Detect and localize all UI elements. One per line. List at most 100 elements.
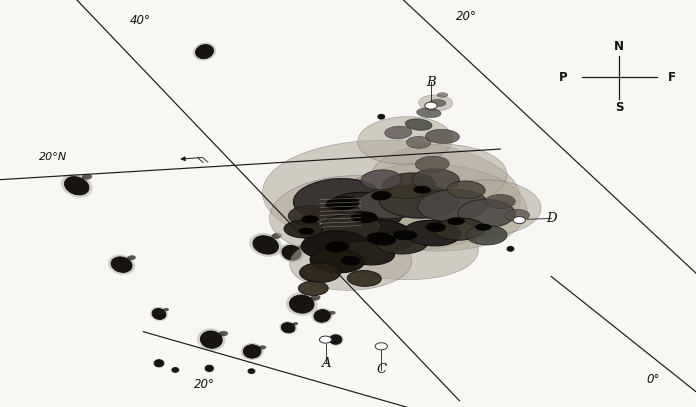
Text: S: S — [615, 101, 624, 114]
Ellipse shape — [417, 108, 441, 118]
Ellipse shape — [505, 210, 530, 221]
Ellipse shape — [475, 223, 491, 231]
Ellipse shape — [341, 241, 395, 265]
Ellipse shape — [351, 211, 378, 223]
Ellipse shape — [244, 345, 261, 358]
Ellipse shape — [485, 195, 515, 209]
Ellipse shape — [258, 346, 267, 350]
Ellipse shape — [418, 190, 488, 221]
Ellipse shape — [155, 360, 164, 367]
Text: D: D — [546, 212, 557, 225]
Ellipse shape — [288, 206, 329, 225]
Ellipse shape — [314, 310, 331, 322]
Text: 20°: 20° — [194, 378, 215, 391]
Ellipse shape — [320, 214, 381, 240]
Ellipse shape — [301, 215, 319, 223]
Ellipse shape — [381, 173, 435, 199]
Ellipse shape — [292, 322, 298, 325]
Ellipse shape — [340, 256, 361, 265]
Ellipse shape — [248, 369, 255, 374]
Ellipse shape — [290, 295, 314, 313]
Ellipse shape — [358, 116, 452, 164]
Ellipse shape — [329, 311, 335, 315]
Ellipse shape — [379, 185, 458, 218]
Ellipse shape — [371, 144, 507, 208]
Ellipse shape — [290, 235, 412, 290]
Ellipse shape — [305, 206, 478, 280]
Circle shape — [513, 217, 525, 223]
Ellipse shape — [301, 231, 366, 259]
Ellipse shape — [262, 140, 521, 251]
Ellipse shape — [378, 114, 385, 119]
Ellipse shape — [404, 220, 461, 246]
Ellipse shape — [385, 126, 412, 139]
Ellipse shape — [310, 295, 321, 301]
Ellipse shape — [466, 225, 507, 245]
Ellipse shape — [325, 241, 349, 252]
Ellipse shape — [425, 129, 459, 144]
Ellipse shape — [299, 281, 329, 295]
Ellipse shape — [108, 254, 135, 275]
Ellipse shape — [171, 367, 180, 373]
Ellipse shape — [312, 308, 333, 324]
Text: N: N — [615, 40, 624, 53]
Text: F: F — [667, 71, 676, 84]
Ellipse shape — [127, 255, 136, 260]
Ellipse shape — [347, 271, 381, 287]
Ellipse shape — [419, 95, 452, 111]
Ellipse shape — [200, 331, 222, 348]
Ellipse shape — [193, 42, 216, 61]
Text: 0°: 0° — [647, 372, 660, 385]
Ellipse shape — [163, 308, 169, 311]
Text: P: P — [558, 71, 567, 84]
Ellipse shape — [434, 218, 485, 240]
Ellipse shape — [204, 364, 214, 372]
Ellipse shape — [326, 196, 359, 211]
Text: 20°: 20° — [456, 10, 477, 23]
Ellipse shape — [271, 233, 282, 239]
Ellipse shape — [412, 169, 459, 191]
Ellipse shape — [325, 193, 404, 230]
Ellipse shape — [328, 333, 344, 346]
Ellipse shape — [150, 307, 168, 321]
Ellipse shape — [413, 186, 431, 194]
Ellipse shape — [269, 176, 432, 255]
Ellipse shape — [205, 365, 214, 372]
Ellipse shape — [448, 181, 485, 199]
Ellipse shape — [506, 246, 515, 252]
Ellipse shape — [448, 217, 465, 225]
Ellipse shape — [358, 188, 425, 219]
Ellipse shape — [61, 174, 93, 198]
Ellipse shape — [310, 249, 364, 273]
Ellipse shape — [429, 99, 446, 107]
Ellipse shape — [247, 368, 256, 374]
Ellipse shape — [425, 222, 446, 232]
Ellipse shape — [416, 156, 449, 172]
Ellipse shape — [111, 257, 132, 272]
Ellipse shape — [405, 119, 432, 130]
Ellipse shape — [507, 247, 514, 251]
Ellipse shape — [253, 236, 278, 254]
Ellipse shape — [249, 233, 283, 257]
Circle shape — [425, 102, 437, 109]
Ellipse shape — [279, 321, 297, 335]
Ellipse shape — [406, 136, 431, 148]
Text: A: A — [321, 357, 331, 370]
Circle shape — [375, 343, 388, 350]
Ellipse shape — [152, 309, 166, 319]
Ellipse shape — [197, 328, 226, 351]
Ellipse shape — [330, 335, 342, 344]
Ellipse shape — [281, 323, 295, 333]
Text: B: B — [426, 76, 436, 88]
Ellipse shape — [371, 191, 391, 200]
Ellipse shape — [361, 170, 402, 190]
Ellipse shape — [437, 93, 448, 97]
Ellipse shape — [82, 174, 92, 179]
Text: 20°N: 20°N — [39, 152, 67, 162]
Ellipse shape — [347, 219, 416, 251]
Ellipse shape — [65, 177, 89, 195]
Ellipse shape — [219, 331, 228, 336]
Ellipse shape — [458, 199, 515, 227]
Ellipse shape — [196, 45, 214, 59]
Ellipse shape — [300, 263, 340, 282]
